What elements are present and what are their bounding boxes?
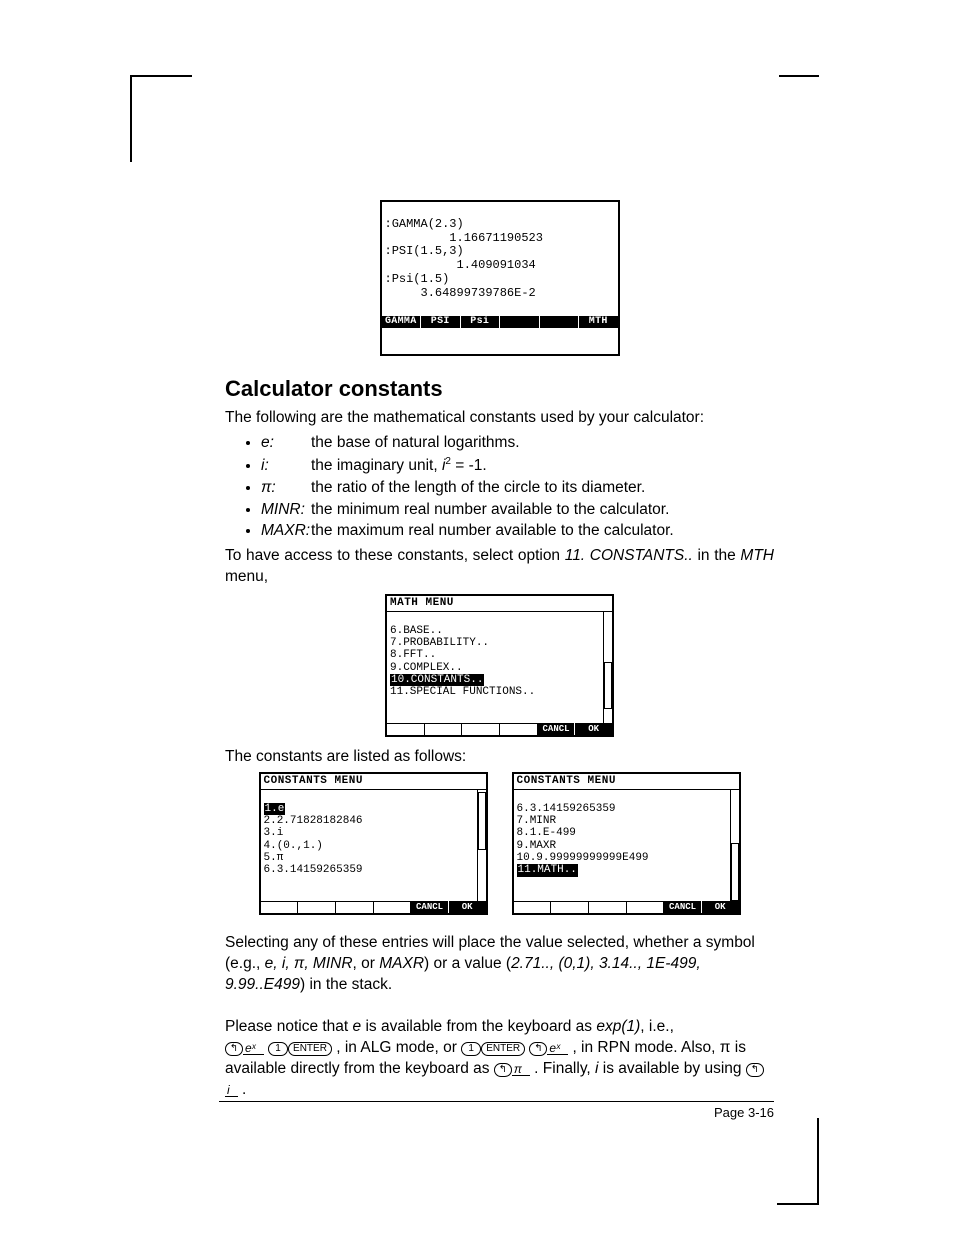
menu-title: MATH MENU [387, 596, 612, 611]
softkey-ok: OK [575, 723, 612, 735]
listed-text: The constants are listed as follows: [225, 747, 774, 768]
left-shift-key: ↰ [225, 1042, 243, 1056]
scrollbar [477, 790, 486, 902]
calc-line: :GAMMA(2.3) [385, 217, 464, 231]
softkey-blank [387, 723, 425, 735]
menu-title: CONSTANTS MENU [261, 774, 486, 789]
softkey-blank [298, 901, 336, 913]
calc-line: :Psi(1.5) [385, 272, 450, 286]
page: :GAMMA(2.3) 1.16671190523 :PSI(1.5,3) 1.… [0, 0, 954, 1235]
intro-text: The following are the mathematical const… [225, 408, 774, 429]
scrollbar [730, 790, 739, 902]
softkey: Psi [461, 316, 501, 328]
calc-line: 3.64899739786E-2 [385, 286, 536, 300]
calc-screen-top: :GAMMA(2.3) 1.16671190523 :PSI(1.5,3) 1.… [380, 200, 620, 356]
content: :GAMMA(2.3) 1.16671190523 :PSI(1.5,3) 1.… [225, 200, 774, 1101]
scrollbar [603, 612, 612, 724]
menu-highlight: 11.MATH.. [517, 864, 578, 876]
one-key: 1 [268, 1042, 288, 1056]
enter-key: ENTER [288, 1042, 332, 1056]
left-shift-key: ↰ [529, 1042, 547, 1056]
softkey-blank [425, 723, 463, 735]
constants-menu-left: CONSTANTS MENU 1.e 2.2.71828182846 3.i 4… [259, 772, 488, 915]
menu-softkeys: CANCL OK [387, 723, 612, 735]
softkey [500, 316, 540, 328]
menu-body: 1.e 2.2.71828182846 3.i 4.(0.,1.) 5.π 6.… [261, 790, 486, 902]
menu-body: 6.BASE.. 7.PROBABILITY.. 8.FFT.. 9.COMPL… [387, 612, 612, 724]
one-key: 1 [461, 1042, 481, 1056]
softkey-row: GAMMA PSI Psi MTH [382, 316, 618, 328]
menu-body: 6.3.14159265359 7.MINR 8.1.E-499 9.MAXR … [514, 790, 739, 902]
calc-line: 1.409091034 [385, 258, 536, 272]
calc-line: :PSI(1.5,3) [385, 244, 464, 258]
softkey-blank [500, 723, 538, 735]
softkey-blank [589, 901, 627, 913]
softkey-ok: OK [702, 901, 739, 913]
list-item: MINR:the minimum real number available t… [261, 500, 774, 521]
softkey-cancl: CANCL [538, 723, 576, 735]
select-paragraph: Selecting any of these entries will plac… [225, 933, 774, 996]
constants-list: e:the base of natural logarithms. i:the … [261, 433, 774, 543]
crop-mark-tl [130, 75, 192, 162]
i-key-label: i [225, 1084, 238, 1097]
softkey-cancl: CANCL [664, 901, 702, 913]
ex-key-label: eˣ [547, 1042, 568, 1055]
softkey-blank [627, 901, 665, 913]
softkey-blank [261, 901, 299, 913]
list-item: MAXR:the maximum real number available t… [261, 521, 774, 542]
enter-key: ENTER [481, 1042, 525, 1056]
notice-paragraph: Please notice that e is available from t… [225, 1017, 774, 1101]
key-seq-pi: ↰π [494, 1060, 534, 1077]
softkey-blank [374, 901, 412, 913]
softkey-blank [551, 901, 589, 913]
constants-menus-row: CONSTANTS MENU 1.e 2.2.71828182846 3.i 4… [225, 772, 774, 915]
menu-title: CONSTANTS MENU [514, 774, 739, 789]
math-menu-screen: MATH MENU 6.BASE.. 7.PROBABILITY.. 8.FFT… [385, 594, 614, 737]
softkey-cancl: CANCL [411, 901, 449, 913]
section-heading: Calculator constants [225, 374, 774, 404]
ex-key-label: eˣ [243, 1042, 264, 1055]
menu-softkeys: CANCL OK [514, 901, 739, 913]
menu-softkeys: CANCL OK [261, 901, 486, 913]
list-item: i:the imaginary unit, i2 = -1. [261, 455, 774, 477]
softkey [540, 316, 580, 328]
left-shift-key: ↰ [746, 1063, 764, 1077]
menu-highlight: 1.e [264, 803, 286, 815]
softkey: GAMMA [382, 316, 422, 328]
key-seq-alg: ↰eˣ 1ENTER [225, 1039, 336, 1056]
constants-menu-right: CONSTANTS MENU 6.3.14159265359 7.MINR 8.… [512, 772, 741, 915]
softkey: MTH [579, 316, 618, 328]
list-item: e:the base of natural logarithms. [261, 433, 774, 454]
menu-highlight: 10.CONSTANTS.. [390, 674, 484, 686]
softkey-blank [514, 901, 552, 913]
calc-line: 1.16671190523 [385, 231, 543, 245]
page-footer: Page 3-16 [219, 1101, 774, 1120]
access-text: To have access to these constants, selec… [225, 546, 774, 588]
key-seq-rpn: 1ENTER ↰eˣ [461, 1039, 572, 1056]
list-item: π:the ratio of the length of the circle … [261, 478, 774, 499]
crop-mark-br [777, 1118, 819, 1205]
crop-mark-tr [779, 75, 819, 117]
softkey: PSI [421, 316, 461, 328]
softkey-blank [336, 901, 374, 913]
pi-key-label: π [512, 1063, 530, 1076]
softkey-ok: OK [449, 901, 486, 913]
softkey-blank [462, 723, 500, 735]
left-shift-key: ↰ [494, 1063, 512, 1077]
